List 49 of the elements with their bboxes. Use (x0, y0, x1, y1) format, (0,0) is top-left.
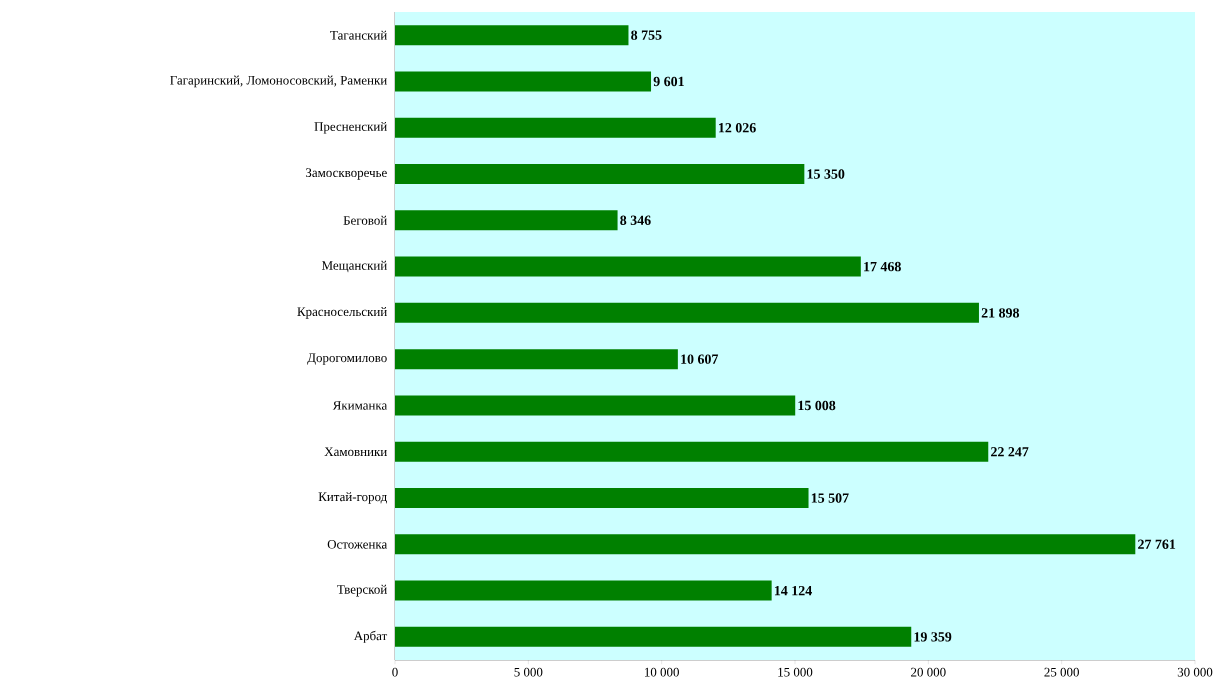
y-tick-label: Дорогомилово (307, 353, 387, 365)
y-tick-label: Гагаринский, Ломоносовский, Раменки (170, 75, 387, 88)
y-tick-label: Остоженка (327, 539, 388, 549)
y-tick-label: Китай-город (318, 492, 387, 504)
y-tick-label: Пресненский (314, 121, 387, 134)
data-label: 15 507 (811, 493, 849, 503)
data-label: 12 026 (719, 123, 756, 133)
data-label: 27 761 (1138, 539, 1176, 549)
y-tick-label: Арбат (353, 630, 388, 643)
data-label: 9 601 (653, 76, 684, 87)
bar (395, 580, 772, 601)
x-tick-label: 25 000 (1044, 667, 1079, 677)
bar (395, 395, 796, 416)
bar (395, 25, 629, 46)
y-tick-label: Якиманка (332, 401, 388, 410)
bar (395, 534, 1136, 555)
bar (395, 71, 652, 92)
y-tick-label: Беговой (343, 215, 387, 225)
data-label: 8 346 (620, 215, 651, 225)
x-tick-label: 20 000 (911, 667, 946, 677)
bar (395, 256, 861, 277)
x-tick-label: 15 000 (778, 667, 813, 677)
bar (395, 349, 678, 370)
y-tick-label: Замоскворечье (305, 168, 387, 180)
data-label: 22 247 (991, 447, 1029, 457)
x-tick-label: 10 000 (645, 667, 679, 677)
y-tick-label: Тверской (337, 584, 387, 597)
bar (395, 441, 989, 462)
data-label: 15 350 (807, 169, 845, 179)
data-label: 21 898 (981, 308, 1020, 318)
data-label: 17 468 (864, 261, 901, 272)
y-tick-label: Красносельский (297, 307, 387, 319)
x-tick-label: 5 000 (514, 667, 543, 677)
data-label: 19 359 (914, 632, 952, 642)
bar (395, 117, 716, 138)
data-label: 15 008 (798, 400, 836, 411)
bar (395, 302, 979, 323)
data-label: 14 124 (774, 585, 812, 596)
y-tick-label: Мещанский (321, 260, 387, 273)
bar (395, 626, 912, 647)
bar (395, 210, 618, 231)
x-tick-label: 0 (392, 667, 398, 677)
bar (395, 164, 805, 184)
data-label: 8 755 (631, 30, 662, 40)
y-tick-label: Хамовники (324, 447, 387, 457)
x-tick-label: 30 000 (1177, 667, 1213, 677)
bar (395, 488, 809, 509)
data-label: 10 607 (681, 354, 719, 364)
y-tick-label: Таганский (330, 30, 387, 40)
